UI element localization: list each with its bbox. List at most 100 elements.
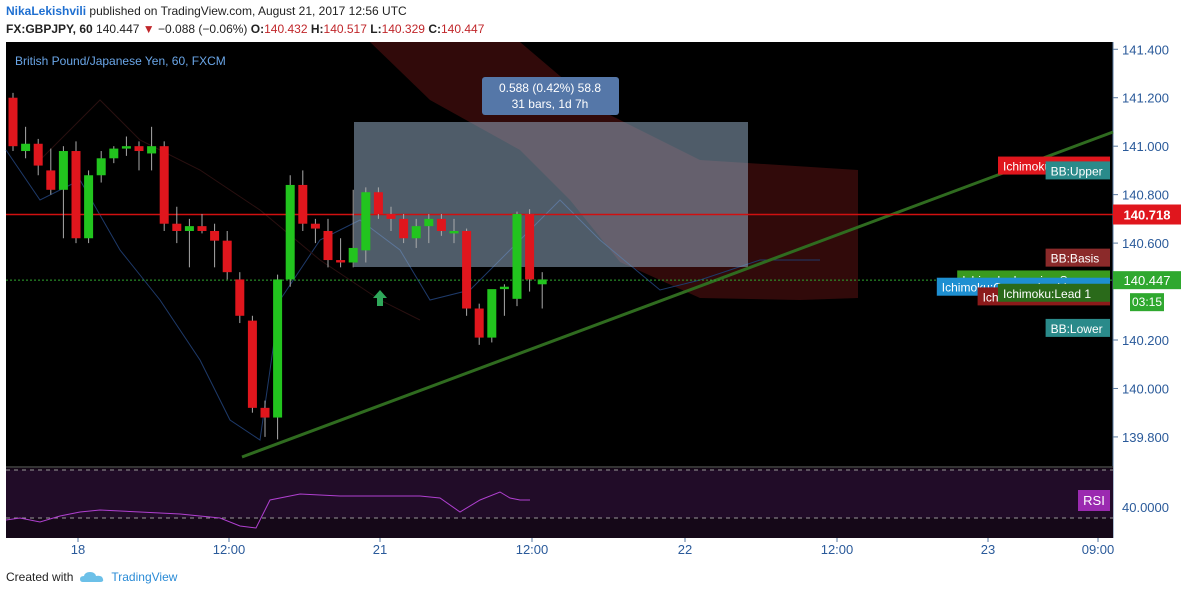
time-tick-label: 12:00 bbox=[516, 542, 549, 557]
resistance-price-label: 140.718 bbox=[1124, 208, 1171, 223]
created-with-text: Created with bbox=[6, 570, 74, 584]
resistance-price-tag: 140.718 bbox=[1113, 204, 1181, 225]
indicator-label-text: BB:Upper bbox=[1051, 164, 1103, 178]
candle-body bbox=[399, 218, 409, 239]
indicator-label-box bbox=[998, 283, 1110, 302]
open-label: O: bbox=[250, 22, 265, 36]
candle-body bbox=[298, 184, 308, 224]
time-axis bbox=[6, 538, 1113, 560]
candle-body bbox=[273, 279, 283, 418]
price-tick-label: 140.600 bbox=[1122, 236, 1169, 251]
candle-body bbox=[96, 158, 106, 176]
last-price-label: 140.447 bbox=[1124, 273, 1171, 288]
price-tick-label: 141.400 bbox=[1122, 42, 1169, 57]
candle-body bbox=[336, 260, 346, 263]
rsi-line bbox=[5, 491, 530, 529]
tradingview-link[interactable]: TradingView bbox=[111, 570, 178, 584]
candle-body bbox=[487, 289, 497, 338]
low-value: 140.329 bbox=[381, 22, 425, 36]
candle-body bbox=[46, 170, 56, 190]
price-tick-label: 139.800 bbox=[1122, 430, 1169, 445]
candle-body bbox=[172, 223, 182, 231]
candle-body bbox=[462, 230, 472, 309]
rsi-tick: 40.0000 bbox=[1122, 500, 1169, 515]
time-tick-label: 18 bbox=[71, 542, 85, 557]
rsi-label: RSI bbox=[1083, 493, 1105, 508]
indicator-label-box bbox=[1045, 318, 1110, 337]
time-tick-label: 21 bbox=[373, 542, 387, 557]
candle-body bbox=[147, 146, 157, 154]
trend-line[interactable] bbox=[241, 130, 1114, 459]
candle-body bbox=[373, 192, 383, 215]
candle-body bbox=[424, 218, 434, 227]
candle-body bbox=[512, 214, 522, 299]
candle-body bbox=[222, 240, 232, 273]
measure-line2: 31 bars, 1d 7h bbox=[512, 97, 589, 111]
price-change: −0.088 (−0.06%) bbox=[158, 22, 248, 36]
tradingview-cloud-icon bbox=[80, 572, 104, 582]
author-link[interactable]: NikaLekishvili bbox=[6, 4, 87, 18]
candle-body bbox=[58, 151, 68, 190]
footer: Created with TradingView bbox=[6, 570, 177, 584]
rsi-badge bbox=[1078, 490, 1110, 511]
published-text: published on TradingView.com, August 21,… bbox=[89, 4, 407, 18]
candle-body bbox=[247, 320, 257, 408]
candle-body bbox=[386, 214, 396, 219]
candle-body bbox=[184, 226, 194, 231]
time-ticks: 18 12:00 21 12:00 22 12:00 23 09:00 bbox=[71, 538, 1115, 557]
candle-body bbox=[71, 151, 81, 239]
ohlc-bar: FX:GBPJPY, 60 140.447 ▼ −0.088 (−0.06%) … bbox=[6, 22, 484, 36]
candle-body bbox=[121, 146, 131, 149]
candle-body bbox=[33, 143, 43, 166]
candle-body bbox=[8, 97, 18, 147]
candle-body bbox=[436, 218, 446, 231]
measure-tooltip bbox=[482, 77, 619, 115]
indicator-label-text: BB:Basis bbox=[1051, 252, 1100, 266]
close-value: 140.447 bbox=[440, 22, 485, 36]
candles bbox=[8, 92, 547, 440]
measure-box[interactable] bbox=[354, 122, 748, 267]
price-tick-label: 140.200 bbox=[1122, 333, 1169, 348]
high-label: H: bbox=[310, 22, 324, 36]
time-tick-label: 09:00 bbox=[1082, 542, 1115, 557]
candle-body bbox=[21, 143, 31, 152]
price-tick-label: 141.000 bbox=[1122, 139, 1169, 154]
last-price-tag: 140.447 03:15 bbox=[1113, 271, 1181, 312]
price-tick-label: 140.000 bbox=[1122, 381, 1169, 396]
time-tick-label: 12:00 bbox=[213, 542, 246, 557]
candle-body bbox=[260, 407, 270, 418]
indicator-label-box bbox=[1045, 161, 1110, 180]
low-label: L: bbox=[370, 22, 382, 36]
last-price: 140.447 bbox=[96, 22, 140, 36]
measure-line1: 0.588 (0.42%) 58.8 bbox=[499, 81, 601, 95]
candle-body bbox=[235, 279, 245, 316]
indicator-label-box bbox=[1045, 248, 1110, 267]
candle-body bbox=[499, 286, 509, 290]
candle-body bbox=[411, 226, 421, 239]
candle-body bbox=[285, 184, 295, 280]
chart-title: British Pound/Japanese Yen, 60, FXCM bbox=[15, 54, 226, 68]
candle-body bbox=[310, 223, 320, 229]
candle-body bbox=[84, 175, 94, 239]
candle-body bbox=[449, 230, 459, 234]
candle-body bbox=[197, 226, 207, 231]
time-tick-label: 22 bbox=[678, 542, 692, 557]
price-ticks: 141.400 141.200 141.000 140.800 140.600 140.2… bbox=[1113, 42, 1169, 445]
price-tick-label: 141.200 bbox=[1122, 91, 1169, 106]
symbol-label: FX:GBPJPY, 60 bbox=[6, 22, 93, 36]
last-bar-time: 03:15 bbox=[1132, 295, 1162, 309]
candle-body bbox=[109, 148, 119, 159]
candle-body bbox=[348, 247, 358, 263]
time-tick-label: 23 bbox=[981, 542, 995, 557]
high-value: 140.517 bbox=[323, 22, 367, 36]
indicator-label-text: BB:Lower bbox=[1051, 322, 1103, 336]
candle-body bbox=[323, 230, 333, 261]
rsi-band bbox=[6, 470, 1113, 518]
open-value: 140.432 bbox=[264, 22, 308, 36]
ichimoku-base-line bbox=[39, 99, 421, 321]
down-arrow-icon: ▼ bbox=[142, 22, 155, 36]
candle-body bbox=[159, 146, 169, 224]
candle-body bbox=[134, 146, 144, 152]
indicator-labels: Ichimoku:Lead 2BB:UpperBB:BasisIchimoku:… bbox=[936, 156, 1110, 337]
